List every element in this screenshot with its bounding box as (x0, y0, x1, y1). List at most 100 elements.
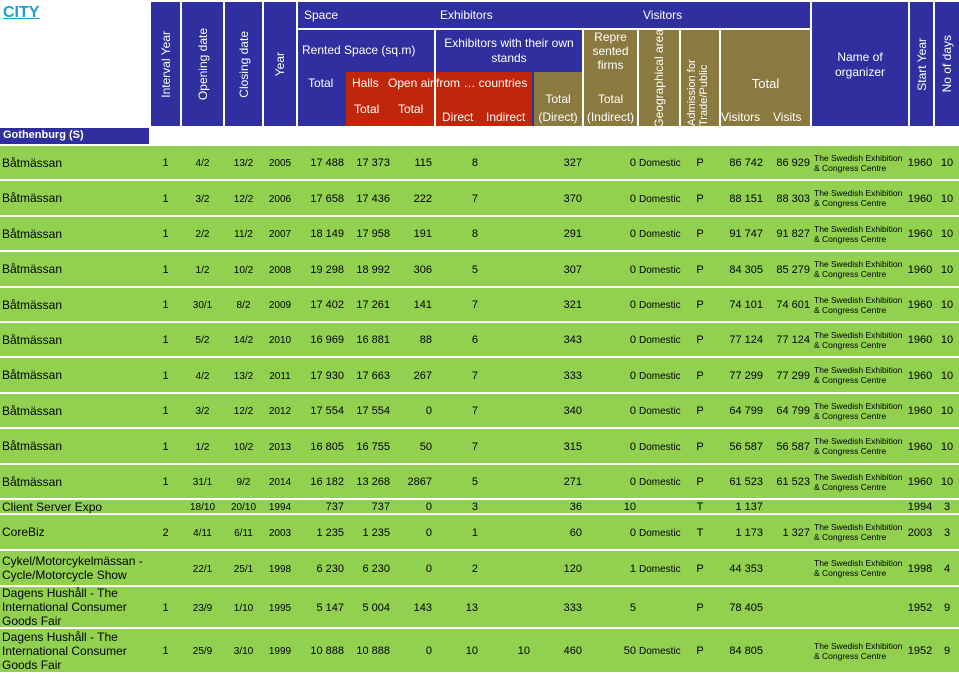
cell-geo: Domestic (639, 193, 681, 205)
header-total-indirect-sub: (Indirect) (586, 110, 635, 124)
cell-adm: P (696, 440, 704, 453)
event-name-line: Cykel/Motorcykelmässan - (2, 554, 143, 568)
cell-open: 31/1 (192, 477, 213, 488)
event-name: Cykel/Motorcykelmässan - Cycle/Motorcycle… (2, 554, 143, 582)
header-halls: Halls (352, 76, 379, 90)
cell-days: 10 (940, 263, 954, 276)
cell-start: 2003 (907, 526, 933, 539)
header-organizer-label: Name of organizer (834, 50, 886, 79)
cell-interval: 1 (162, 476, 169, 488)
table-row (0, 146, 959, 179)
cell-total-direct: 321 (563, 299, 582, 311)
cell-total-indirect: 0 (629, 299, 636, 311)
cell-geo: Domestic (639, 563, 681, 575)
cell-days: 10 (940, 476, 954, 488)
organizer-line: The Swedish Exhibition (814, 640, 903, 651)
cell-open: 30/1 (192, 300, 213, 311)
organizer-line: The Swedish Exhibition (814, 365, 903, 375)
cell-direct: 2 (471, 562, 478, 575)
event-name-line: International Consumer (2, 643, 127, 658)
event-name: Båtmässan (2, 475, 62, 489)
cell-visits: 61 523 (776, 476, 810, 488)
event-name: Båtmässan (2, 191, 62, 205)
event-name-line: Båtmässan (2, 332, 63, 347)
cell-organizer: The Swedish Exhibition & Congress Centre (814, 472, 906, 492)
cell-total: 19 298 (310, 263, 344, 276)
cell-close: 12/2 (233, 406, 254, 417)
cell-interval: 1 (162, 228, 169, 240)
event-name-line: Båtmässan (2, 474, 63, 489)
cell-halls: 17 261 (356, 299, 390, 311)
event-name-line: Båtmässan (2, 226, 63, 241)
cell-interval: 1 (162, 405, 169, 417)
cell-days: 10 (940, 369, 954, 382)
organizer-line: & Congress Centre (814, 532, 887, 542)
cell-open-air: 267 (413, 369, 432, 382)
cell-open-air: 306 (413, 263, 432, 276)
header-no-of-days: No of days (935, 2, 959, 126)
header-from-countries: from … countries (436, 76, 528, 90)
organizer-line: & Congress Centre (814, 198, 887, 208)
header-visitors-total-label: Total (751, 76, 780, 91)
cell-open: 18/10 (189, 502, 216, 513)
cell-organizer: The Swedish Exhibition & Congress Centre (814, 558, 906, 578)
organizer-line: & Congress Centre (814, 650, 887, 661)
cell-open: 5/2 (195, 335, 210, 346)
cell-open: 25/9 (192, 646, 213, 657)
table-row (0, 629, 959, 672)
cell-interval: 1 (162, 157, 169, 169)
organizer-line: & Congress Centre (814, 375, 887, 385)
cell-visits: 1 327 (782, 526, 810, 539)
cell-interval: 1 (162, 192, 169, 205)
event-name-line: Båtmässan (2, 368, 63, 382)
cell-days: 10 (940, 228, 954, 240)
cell-start: 1960 (907, 263, 933, 276)
cell-adm: P (696, 601, 704, 614)
cell-organizer: The Swedish Exhibition & Congress Centre (814, 401, 906, 421)
cell-total-indirect: 0 (629, 334, 636, 346)
cell-geo: Domestic (639, 441, 681, 453)
cell-days: 9 (943, 601, 951, 614)
cell-total: 17 930 (310, 369, 344, 382)
event-name-line: CoreBiz (2, 525, 45, 539)
event-name: Båtmässan (2, 439, 62, 453)
cell-open: 3/2 (195, 406, 210, 417)
cell-total-direct: 370 (563, 192, 582, 205)
organizer-line: & Congress Centre (814, 568, 887, 578)
cell-adm: P (696, 562, 704, 575)
cell-days: 10 (940, 334, 954, 346)
cell-total-direct: 343 (563, 334, 582, 346)
cell-visitors: 86 742 (729, 157, 763, 169)
cell-close: 20/10 (230, 502, 257, 513)
cell-start: 1998 (907, 562, 933, 575)
header-rented-space: Rented Space (sq.m) (302, 43, 416, 57)
header-year: Year (264, 2, 296, 126)
cell-year: 2013 (268, 441, 292, 453)
cell-open: 1/2 (195, 441, 210, 453)
cell-adm: P (696, 645, 704, 657)
cell-year: 2009 (268, 300, 292, 311)
cell-total: 737 (325, 501, 344, 513)
cell-interval: 1 (162, 299, 169, 311)
cell-total-indirect: 0 (629, 476, 636, 488)
header-represented-label: Repre sented firms (592, 30, 629, 72)
cell-total-indirect: 0 (629, 405, 636, 417)
cell-direct: 5 (471, 476, 478, 488)
cell-days: 10 (940, 157, 954, 169)
cell-open-air: 0 (425, 405, 432, 417)
header-space: Space (298, 2, 434, 28)
cell-geo: Domestic (639, 527, 681, 539)
page-title[interactable]: CITY (3, 4, 40, 21)
event-name-line: Båtmässan (2, 403, 63, 418)
cell-visits: 56 587 (776, 440, 810, 453)
cell-adm: T (696, 526, 704, 539)
cell-open-air: 0 (425, 645, 432, 657)
cell-start: 1960 (907, 476, 933, 488)
cell-close: 12/2 (233, 193, 254, 205)
cell-direct: 8 (471, 157, 478, 169)
cell-total-direct: 333 (563, 369, 582, 382)
cell-open-air: 0 (425, 562, 432, 575)
event-name: Båtmässan (2, 333, 62, 347)
cell-direct: 10 (465, 645, 478, 657)
table-row (0, 515, 959, 549)
